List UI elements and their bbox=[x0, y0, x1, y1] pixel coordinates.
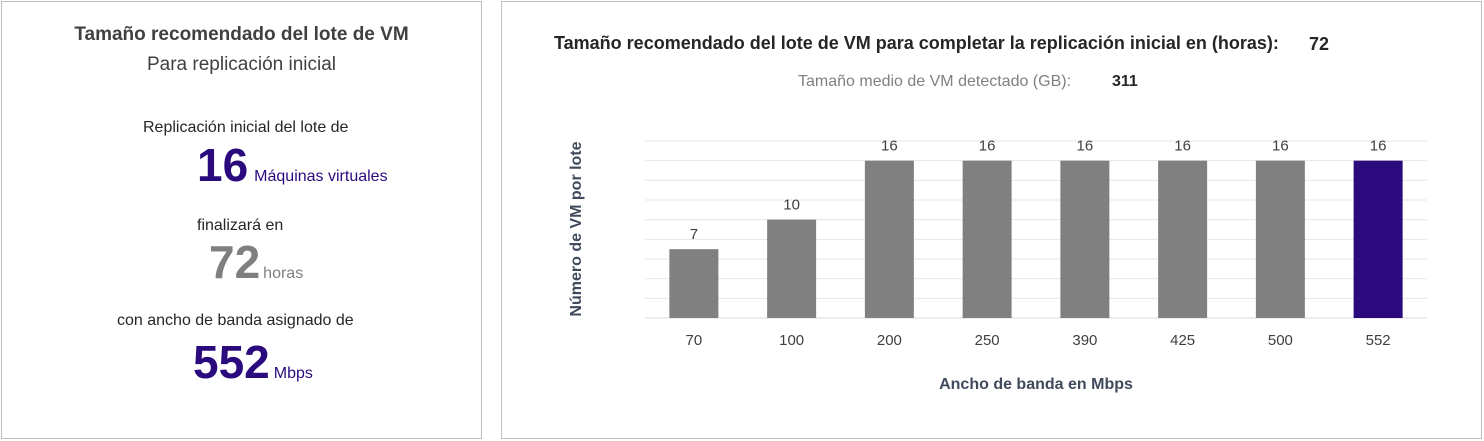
y-axis-label: Número de VM por lote bbox=[568, 141, 585, 316]
bar bbox=[767, 219, 817, 318]
bar bbox=[864, 160, 914, 318]
batch-size-value: 16 bbox=[197, 139, 249, 191]
chart-panel: Tamaño recomendado del lote de VM para c… bbox=[501, 1, 1482, 439]
bandwidth-value: 552 bbox=[193, 336, 270, 388]
summary-subtitle: Para replicación inicial bbox=[146, 54, 337, 75]
batch-size-row: 16 Máquinas virtuales bbox=[197, 142, 388, 188]
bar bbox=[1060, 160, 1110, 318]
bar-value-label: 16 bbox=[1077, 138, 1094, 155]
bar-value-label: 16 bbox=[1272, 138, 1289, 155]
summary-panel: Tamaño recomendado del lote de VM Para r… bbox=[1, 1, 482, 439]
bar-value-label: 7 bbox=[690, 226, 698, 243]
bandwidth-row: 552 Mbps bbox=[193, 339, 313, 385]
bar-chart: 7 70 10 100 16 200 16 250 16 390 16 425 16 500 16 552 An… bbox=[568, 138, 1427, 393]
hours-value: 72 bbox=[209, 236, 261, 288]
bar bbox=[1158, 160, 1208, 318]
chart-title-value: 72 bbox=[1309, 34, 1330, 54]
batch-size-unit: Máquinas virtuales bbox=[254, 168, 388, 185]
chart-subtitle-value: 311 bbox=[1112, 73, 1138, 90]
bar-value-label: 16 bbox=[881, 138, 898, 155]
bar-value-label: 16 bbox=[1174, 138, 1191, 155]
bar-value-label: 16 bbox=[979, 138, 996, 155]
x-tick-label: 100 bbox=[779, 332, 804, 349]
bandwidth-label: con ancho de banda asignado de bbox=[117, 312, 354, 329]
chart-subtitle: Tamaño medio de VM detectado (GB): bbox=[798, 73, 1072, 90]
bar bbox=[1255, 160, 1305, 318]
x-tick-label: 250 bbox=[975, 332, 1000, 349]
x-tick-label: 200 bbox=[877, 332, 902, 349]
batch-label: Replicación inicial del lote de bbox=[143, 119, 349, 136]
bar bbox=[669, 249, 719, 318]
chart-title: Tamaño recomendado del lote de VM para c… bbox=[554, 33, 1279, 53]
bar bbox=[1353, 160, 1403, 318]
summary-title: Tamaño recomendado del lote de VM bbox=[74, 24, 409, 45]
finish-label: finalizará en bbox=[197, 217, 284, 234]
bandwidth-unit: Mbps bbox=[273, 365, 313, 382]
hours-unit: horas bbox=[263, 265, 304, 282]
x-tick-label: 500 bbox=[1268, 332, 1293, 349]
x-tick-label: 70 bbox=[686, 332, 703, 349]
bar bbox=[962, 160, 1012, 318]
x-tick-label: 552 bbox=[1366, 332, 1391, 349]
bar-value-label: 10 bbox=[783, 197, 800, 214]
x-axis-label: Ancho de banda en Mbps bbox=[939, 376, 1133, 393]
bar-value-label: 16 bbox=[1370, 138, 1387, 155]
x-tick-label: 390 bbox=[1072, 332, 1097, 349]
hours-row: 72 horas bbox=[209, 239, 303, 285]
x-tick-label: 425 bbox=[1170, 332, 1195, 349]
